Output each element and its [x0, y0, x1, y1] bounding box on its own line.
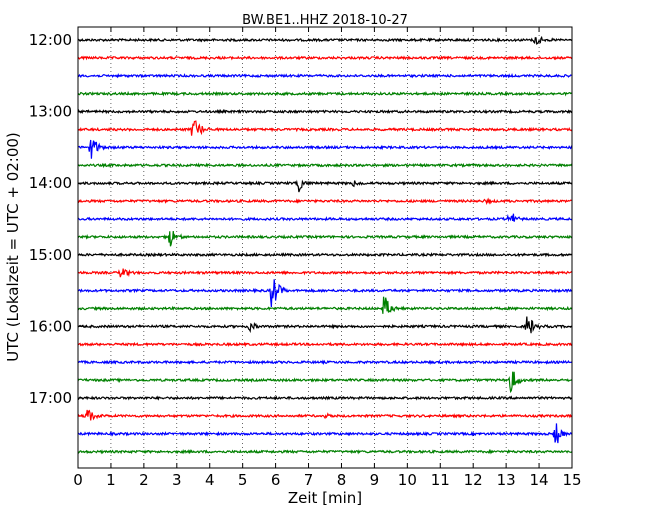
- trace-row-1630: [77, 359, 573, 366]
- plot-frame: [77, 26, 573, 469]
- x-tick-label: 0: [73, 471, 83, 489]
- y-axis-label: UTC (Lokalzeit = UTC + 02:00): [4, 132, 22, 362]
- trace-row-1700: [77, 395, 573, 401]
- vertical-grid: [110, 27, 540, 468]
- y-tick-label: 12:00: [29, 31, 72, 49]
- x-tick-label: 15: [562, 471, 581, 489]
- x-tick-label: 6: [271, 471, 281, 489]
- trace-row-1500: [77, 251, 573, 258]
- trace-row-1715: [77, 409, 573, 421]
- y-tick-label: 14:00: [29, 174, 72, 192]
- trace-row-1530: [77, 279, 573, 308]
- trace-row-1245: [77, 90, 573, 97]
- x-tick-label: 3: [172, 471, 182, 489]
- x-tick-label: 1: [106, 471, 116, 489]
- trace-row-1445: [77, 230, 573, 247]
- x-tick-label: 8: [337, 471, 347, 489]
- trace-row-1230: [77, 73, 573, 79]
- trace-row-1415: [77, 197, 573, 206]
- trace-row-1600: [77, 316, 573, 334]
- trace-row-1215: [77, 55, 573, 61]
- x-tick-label: 12: [464, 471, 483, 489]
- trace-row-1515: [77, 268, 573, 278]
- x-tick-label: 5: [238, 471, 248, 489]
- trace-row-1400: [77, 179, 573, 193]
- y-tick-label: 16:00: [29, 317, 72, 335]
- x-tick-label: 4: [205, 471, 215, 489]
- trace-row-1730: [77, 423, 573, 444]
- trace-row-1430: [77, 213, 573, 222]
- trace-row-1315: [77, 120, 573, 136]
- x-tick-label: 11: [431, 471, 450, 489]
- axis-ticks: 0 1 2 3 4 5 6 7 8 9 10 11 12 13 14 1512:0013:0014:0015:…: [29, 27, 582, 489]
- x-tick-label: 14: [530, 471, 549, 489]
- trace-row-1330: [77, 139, 573, 159]
- x-tick-label: 10: [398, 471, 417, 489]
- trace-row-1345: [77, 162, 573, 169]
- trace-row-1300: [77, 108, 573, 115]
- trace-row-1615: [77, 341, 573, 348]
- x-axis-label: Zeit [min]: [288, 489, 362, 507]
- y-tick-label: 13:00: [29, 103, 72, 121]
- x-tick-label: 7: [304, 471, 314, 489]
- x-tick-label: 9: [370, 471, 380, 489]
- trace-row-1545: [77, 296, 573, 314]
- trace-row-1200: [77, 35, 573, 45]
- trace-row-1645: [77, 371, 573, 394]
- trace-rows: [77, 35, 573, 455]
- x-tick-label: 2: [139, 471, 149, 489]
- chart-title: BW.BE1..HHZ 2018-10-27: [242, 13, 408, 28]
- trace-row-1745: [77, 448, 573, 455]
- x-tick-label: 13: [497, 471, 516, 489]
- y-tick-label: 15:00: [29, 246, 72, 264]
- y-tick-label: 17:00: [29, 389, 72, 407]
